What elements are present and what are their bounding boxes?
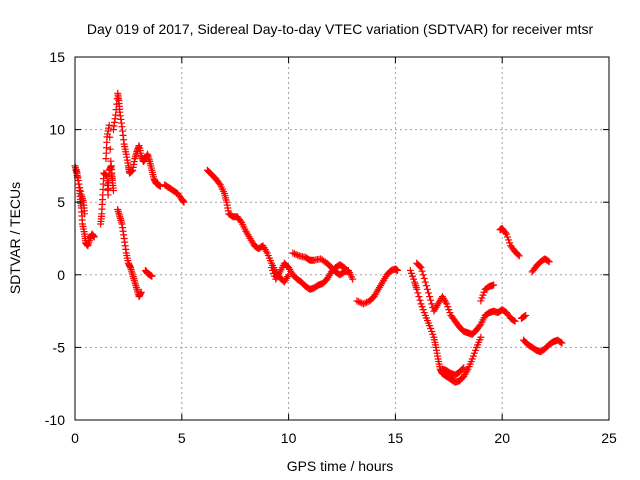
data-point (558, 339, 566, 347)
data-point (127, 168, 135, 176)
data-point (355, 298, 363, 306)
data-point (490, 281, 498, 289)
data-point (413, 285, 421, 293)
data-point (109, 187, 117, 195)
data-point (76, 184, 84, 192)
data-point (416, 262, 424, 270)
x-tick-label: 25 (601, 430, 617, 446)
plot-frame (74, 56, 610, 421)
y-axis-label: SDTVAR / TECUs (7, 182, 23, 294)
data-point (180, 198, 188, 206)
data-point (422, 282, 430, 290)
data-point (511, 317, 519, 325)
data-point (515, 252, 523, 260)
data-point (361, 299, 369, 307)
data-point (428, 300, 436, 308)
data-point (419, 271, 427, 279)
data-point (414, 289, 422, 297)
data-point (356, 298, 364, 306)
data-point (359, 300, 367, 308)
data-point (521, 312, 529, 320)
data-point (476, 322, 484, 330)
data-point (557, 338, 565, 346)
y-tick-label: 5 (57, 194, 65, 210)
data-point (415, 293, 423, 301)
data-point (363, 298, 371, 306)
x-tick-label: 10 (281, 430, 297, 446)
data-point (104, 185, 112, 193)
data-point (514, 251, 522, 259)
x-tick-label: 5 (178, 430, 186, 446)
grid-layer (75, 57, 609, 420)
data-point (215, 179, 223, 187)
data-point (418, 267, 426, 275)
data-point (137, 288, 145, 296)
data-point (77, 187, 85, 195)
y-tick-label: 10 (49, 122, 65, 138)
y-tick-label: -5 (53, 339, 66, 355)
data-point (544, 257, 552, 265)
data-point (148, 272, 156, 280)
data-point (294, 251, 302, 259)
data-point (477, 333, 485, 341)
data-point (425, 289, 433, 297)
data-point (427, 296, 435, 304)
data-point (237, 217, 245, 225)
data-point (128, 167, 136, 175)
data-point (156, 182, 164, 190)
x-tick-label: 0 (71, 430, 79, 446)
data-point (75, 180, 83, 188)
y-tick-label: -10 (45, 412, 65, 428)
data-point (459, 365, 467, 373)
data-point (417, 264, 425, 272)
data-point (423, 285, 431, 293)
data-points (71, 89, 566, 386)
data-point (349, 275, 357, 283)
data-point (90, 233, 98, 241)
data-point (421, 278, 429, 286)
chart-title: Day 019 of 2017, Sidereal Day-to-day VTE… (87, 21, 594, 37)
data-point (290, 250, 298, 258)
data-point (394, 266, 402, 274)
data-point (522, 311, 530, 319)
data-point (420, 274, 428, 282)
data-point (460, 364, 468, 372)
data-point (289, 249, 297, 257)
data-point (107, 157, 115, 165)
y-tick-label: 0 (57, 267, 65, 283)
data-point (292, 250, 300, 258)
data-point (545, 258, 553, 266)
data-point (416, 296, 424, 304)
data-point (74, 176, 82, 184)
data-point (353, 297, 361, 305)
data-point (105, 121, 113, 129)
x-axis-label: GPS time / hours (287, 458, 394, 474)
data-point (106, 145, 114, 153)
data-point (81, 210, 89, 218)
data-point (106, 133, 114, 141)
data-point (510, 317, 518, 325)
y-tick-label: 15 (49, 49, 65, 65)
x-tick-label: 20 (494, 430, 510, 446)
data-point (426, 293, 434, 301)
data-point (104, 191, 112, 199)
tick-layer: 0 5 10 15 20 25 -10 -5 0 5 10 15 (45, 49, 617, 446)
x-tick-label: 15 (388, 430, 404, 446)
data-point (501, 229, 509, 237)
